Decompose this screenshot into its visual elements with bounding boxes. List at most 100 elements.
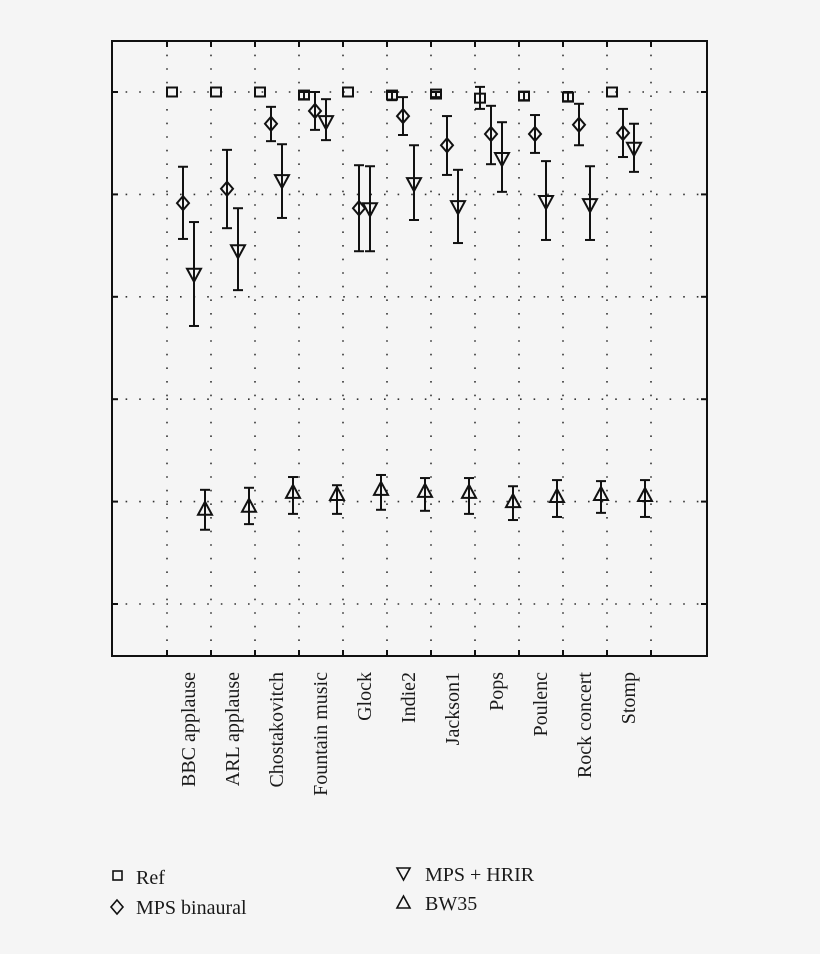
- x-category-label: Pops: [486, 672, 508, 711]
- x-axis-category-labels: BBC applause ARL applause Chostakovitch Fou…: [178, 672, 640, 796]
- square-marker-icon: [210, 86, 222, 98]
- diamond-marker-icon: [483, 125, 499, 143]
- x-category-label: BBC applause: [178, 672, 200, 787]
- legend-item-mps-binaural: MPS binaural: [109, 897, 247, 919]
- data-point: [386, 89, 398, 102]
- diamond-marker-icon: [109, 898, 125, 916]
- triangle-down-marker-icon: [625, 141, 643, 158]
- x-category-label: ARL applause: [222, 672, 244, 786]
- legend-item-ref: Ref: [112, 867, 165, 889]
- data-point: [254, 86, 266, 98]
- square-marker-icon: [166, 86, 178, 98]
- data-point: [504, 485, 522, 522]
- triangle-up-marker-icon: [240, 496, 258, 513]
- data-point: [263, 105, 279, 143]
- data-point: [175, 165, 191, 240]
- triangle-down-marker-icon: [537, 195, 555, 212]
- data-point: [460, 477, 478, 515]
- data-point: [405, 144, 423, 221]
- legend-label-ref: Ref: [136, 867, 165, 889]
- legend-label-mps-hrir: MPS + HRIR: [425, 864, 535, 886]
- series-mps-binaural: [175, 91, 631, 253]
- series-mps-hrir: [185, 98, 643, 327]
- triangle-down-marker-icon: [185, 267, 203, 284]
- triangle-up-marker-icon: [395, 894, 412, 909]
- square-marker-icon: [298, 89, 310, 101]
- x-category-label: Stomp: [618, 672, 640, 724]
- square-marker-icon: [474, 92, 486, 104]
- data-point: [361, 165, 379, 253]
- data-point: [548, 479, 566, 518]
- square-marker-icon: [518, 90, 530, 102]
- data-point: [351, 164, 367, 253]
- data-point: [328, 484, 346, 515]
- diamond-marker-icon: [351, 199, 367, 217]
- axis-ticks: [112, 41, 707, 656]
- triangle-up-marker-icon: [636, 485, 654, 502]
- triangle-down-marker-icon: [405, 177, 423, 194]
- triangle-up-marker-icon: [548, 486, 566, 503]
- triangle-down-marker-icon: [317, 115, 335, 132]
- data-point: [219, 148, 235, 230]
- data-point: [625, 122, 643, 173]
- triangle-up-marker-icon: [372, 479, 390, 496]
- data-point: [474, 85, 486, 110]
- triangle-up-marker-icon: [284, 482, 302, 499]
- data-point: [527, 114, 543, 154]
- triangle-up-marker-icon: [416, 481, 434, 498]
- square-marker-icon: [606, 86, 618, 98]
- triangle-down-marker-icon: [395, 867, 412, 882]
- legend: Ref MPS binaural MPS + HRIR BW35: [109, 864, 535, 919]
- square-marker-icon: [112, 870, 123, 881]
- legend-item-bw35: BW35: [395, 893, 477, 915]
- data-point: [493, 121, 511, 193]
- data-point: [562, 91, 574, 103]
- data-point: [606, 86, 618, 98]
- series-ref: [166, 85, 618, 110]
- data-point: [537, 160, 555, 241]
- x-category-label: Jackson1: [442, 672, 464, 745]
- data-series: [166, 85, 654, 531]
- diamond-marker-icon: [219, 180, 235, 198]
- diamond-marker-icon: [307, 102, 323, 120]
- triangle-up-marker-icon: [592, 484, 610, 501]
- triangle-up-marker-icon: [196, 499, 214, 516]
- triangle-down-marker-icon: [273, 174, 291, 191]
- diamond-marker-icon: [175, 194, 191, 212]
- diamond-marker-icon: [527, 125, 543, 143]
- legend-label-mps-binaural: MPS binaural: [136, 897, 247, 919]
- data-point: [592, 480, 610, 514]
- diamond-marker-icon: [395, 107, 411, 125]
- data-point: [273, 143, 291, 219]
- triangle-down-marker-icon: [361, 202, 379, 219]
- data-point: [395, 96, 411, 137]
- data-point: [518, 90, 530, 102]
- data-point: [166, 86, 178, 98]
- square-marker-icon: [342, 86, 354, 98]
- triangle-up-marker-icon: [328, 484, 346, 501]
- legend-label-bw35: BW35: [425, 893, 477, 915]
- data-point: [240, 486, 258, 526]
- diamond-marker-icon: [571, 116, 587, 134]
- triangle-down-marker-icon: [581, 198, 599, 215]
- data-point: [416, 477, 434, 512]
- data-point: [298, 89, 310, 101]
- data-point: [196, 488, 214, 531]
- diamond-marker-icon: [615, 124, 631, 142]
- legend-item-mps-hrir: MPS + HRIR: [395, 864, 535, 886]
- data-point: [317, 98, 335, 142]
- x-category-label: Rock concert: [574, 672, 596, 779]
- square-marker-icon: [430, 88, 442, 100]
- x-category-label: Poulenc: [530, 672, 552, 737]
- data-point: [439, 115, 455, 176]
- diamond-marker-icon: [439, 136, 455, 154]
- triangle-down-marker-icon: [449, 200, 467, 217]
- data-point: [449, 168, 467, 245]
- square-marker-icon: [386, 89, 398, 101]
- data-point: [581, 165, 599, 241]
- square-marker-icon: [254, 86, 266, 98]
- data-point: [483, 104, 499, 166]
- x-category-label: Chostakovitch: [266, 672, 288, 788]
- triangle-up-marker-icon: [460, 482, 478, 499]
